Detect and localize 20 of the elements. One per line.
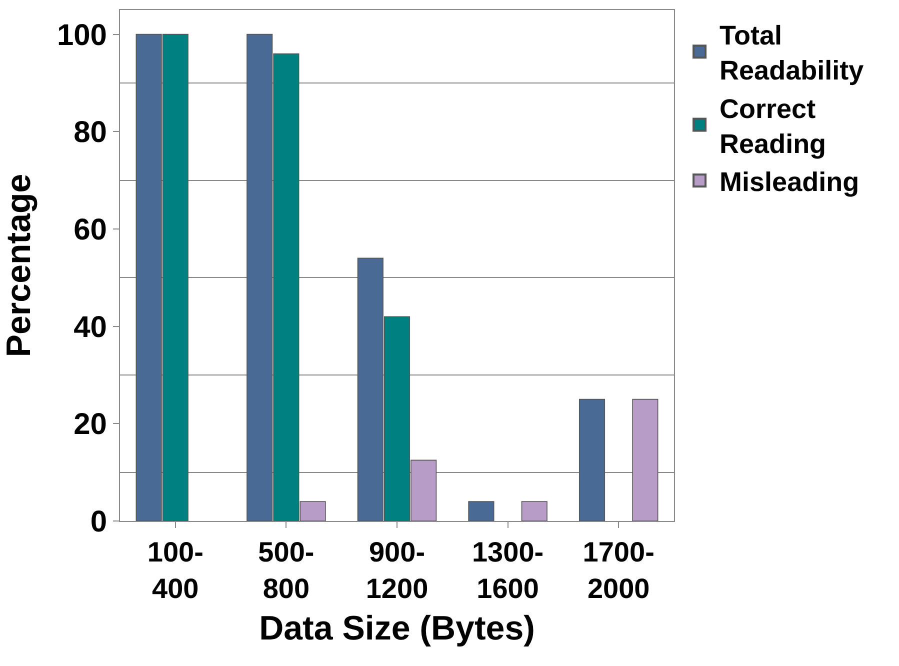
x-tick-label: 900-1200 xyxy=(366,536,428,604)
x-tick-label: 500-800 xyxy=(258,536,314,604)
legend-label: Total Readability xyxy=(720,20,864,86)
x-tick-label: 100-400 xyxy=(147,536,204,604)
y-tick-label: 0 xyxy=(90,506,107,538)
x-axis-title: Data Size (Bytes) xyxy=(259,609,535,648)
y-axis-title: Percentage xyxy=(0,174,38,358)
y-tick-label: 40 xyxy=(74,310,107,344)
x-tick-label: 1700-2000 xyxy=(582,536,654,604)
y-tick-label: 100 xyxy=(56,18,107,52)
legend-label: Correct Reading xyxy=(720,94,826,159)
bar xyxy=(468,501,494,521)
bar xyxy=(521,501,548,521)
x-tick-label: 1300-1600 xyxy=(472,536,544,604)
y-tick-label: 80 xyxy=(74,116,107,150)
y-tick-label: 20 xyxy=(74,408,107,442)
legend-label: Misleading xyxy=(720,166,860,197)
y-tick-label: 60 xyxy=(74,214,107,246)
bar xyxy=(632,398,658,521)
bar xyxy=(578,398,606,521)
